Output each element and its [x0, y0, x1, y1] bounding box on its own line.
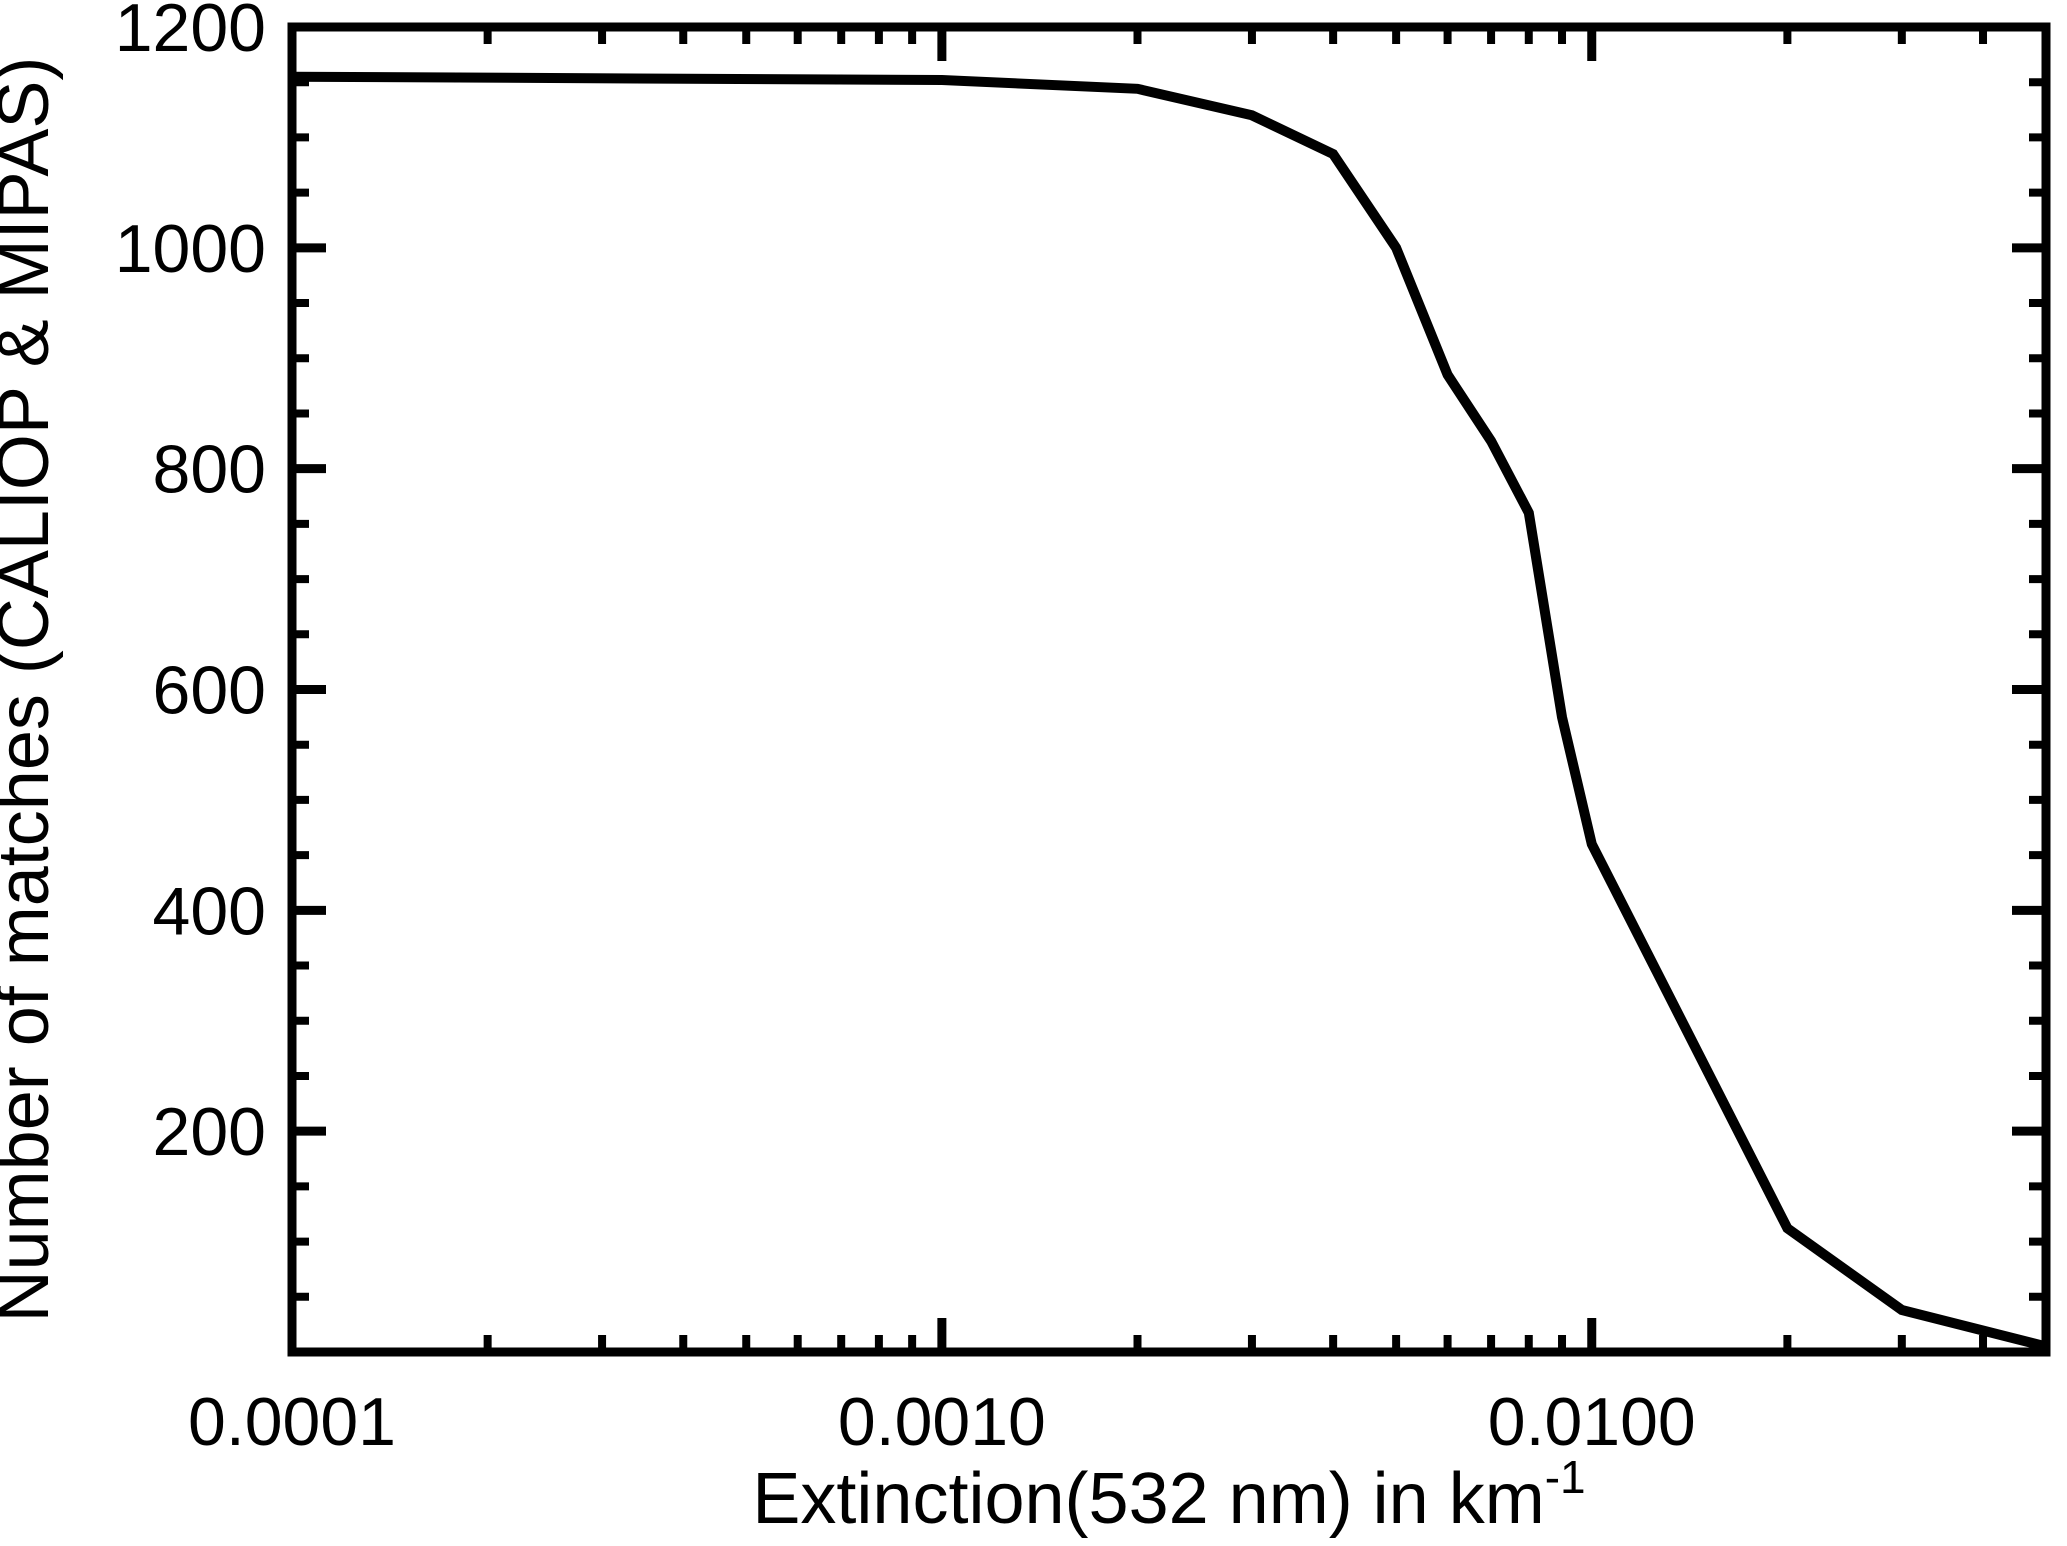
y-tick-label: 800 [153, 432, 266, 508]
x-tick-label: 0.0010 [838, 1384, 1046, 1460]
y-tick-label: 1000 [115, 211, 266, 287]
y-tick-label: 600 [153, 653, 266, 729]
y-tick-label: 400 [153, 873, 266, 949]
x-axis-title: Extinction(532 nm) in km-1 [752, 1451, 1585, 1539]
x-tick-label: 0.0100 [1488, 1384, 1696, 1460]
data-line [291, 71, 2048, 1352]
y-axis-title: Number of matches (CALIOP & MIPAS) [0, 57, 64, 1323]
y-tick-label: 1200 [115, 0, 266, 66]
y-tick-label: 200 [153, 1094, 266, 1170]
x-tick-label: 0.0001 [188, 1384, 396, 1460]
plot-frame [287, 22, 2051, 1357]
